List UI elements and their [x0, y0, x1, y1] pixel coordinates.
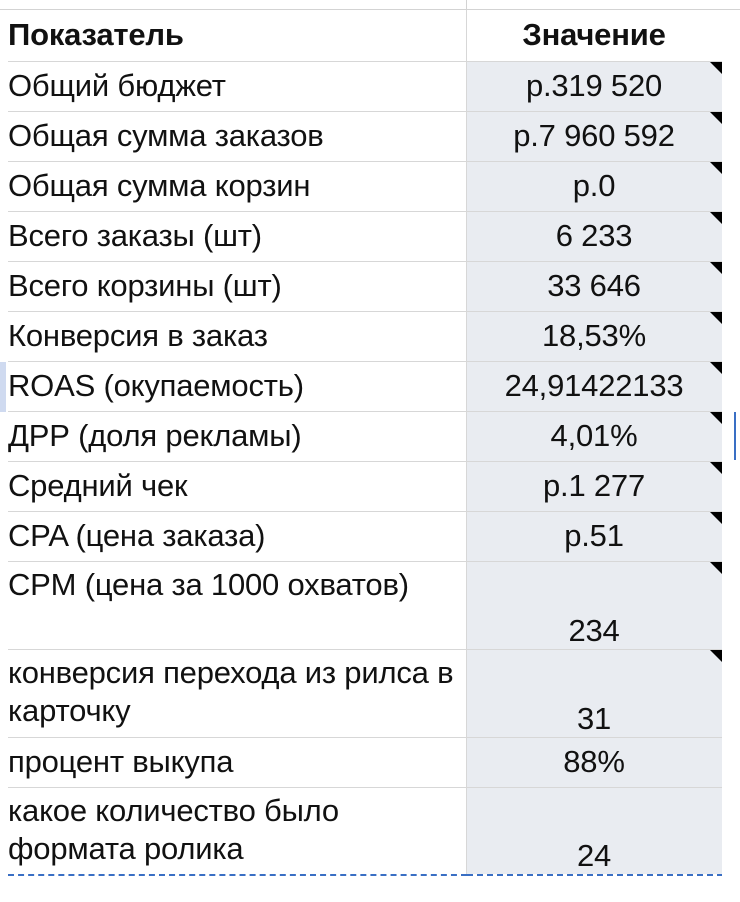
comment-indicator-icon[interactable] — [709, 411, 722, 424]
comment-indicator-icon[interactable] — [709, 649, 722, 662]
metric-value-cell[interactable]: 18,53% — [466, 311, 723, 362]
metric-value: 31 — [576, 700, 612, 736]
next-column-edge — [722, 10, 740, 902]
metric-value: 24 — [576, 838, 612, 873]
comment-indicator-icon[interactable] — [709, 511, 722, 524]
comment-indicator-icon[interactable] — [709, 161, 722, 174]
metric-value-cell[interactable]: 4,01% — [466, 411, 723, 462]
header-cell-value[interactable]: Значение — [466, 10, 723, 62]
metric-value: р.0 — [572, 168, 616, 203]
metric-value-cell[interactable]: 24 — [466, 787, 723, 876]
table-row: CPA (цена заказа) р.51 — [8, 511, 723, 562]
header-cell-label[interactable]: Показатель — [8, 10, 467, 62]
metric-value-cell[interactable]: р.319 520 — [466, 61, 723, 112]
metric-value: р.51 — [564, 518, 624, 553]
comment-indicator-icon[interactable] — [709, 311, 722, 324]
metric-label-cell[interactable]: процент выкупа — [8, 737, 467, 788]
partial-row-above-header — [0, 0, 740, 10]
table-row: Общий бюджет р.319 520 — [8, 61, 723, 112]
metric-value: 4,01% — [550, 418, 638, 453]
metric-label-cell[interactable]: CPM (цена за 1000 охватов) — [8, 561, 467, 650]
metric-value-cell[interactable]: 33 646 — [466, 261, 723, 312]
comment-indicator-icon[interactable] — [709, 561, 722, 574]
metric-value: р.319 520 — [525, 68, 663, 103]
comment-indicator-icon[interactable] — [709, 111, 722, 124]
table-row: ДРР (доля рекламы) 4,01% — [8, 411, 723, 462]
metric-value: 18,53% — [542, 318, 646, 353]
metric-label-cell[interactable]: Общий бюджет — [8, 61, 467, 112]
metric-value: р.1 277 — [542, 468, 646, 503]
metric-value: 24,91422133 — [504, 368, 684, 403]
metric-value-cell[interactable]: 31 — [466, 649, 723, 738]
metric-label-cell[interactable]: ДРР (доля рекламы) — [8, 411, 467, 462]
comment-indicator-icon[interactable] — [709, 461, 722, 474]
metric-value-cell[interactable]: р.1 277 — [466, 461, 723, 512]
metric-label-cell[interactable]: какое количество было формата ролика — [8, 787, 467, 876]
comment-indicator-icon[interactable] — [709, 211, 722, 224]
metric-label-cell[interactable]: CPA (цена заказа) — [8, 511, 467, 562]
metric-label-cell[interactable]: Конверсия в заказ — [8, 311, 467, 362]
table-row: Всего корзины (шт) 33 646 — [8, 261, 723, 312]
metric-label-cell[interactable]: конверсия перехода из рилса в карточку — [8, 649, 467, 738]
table-row: Общая сумма заказов р.7 960 592 — [8, 111, 723, 162]
selection-edge-marker — [734, 412, 736, 460]
metric-label-cell[interactable]: Общая сумма заказов — [8, 111, 467, 162]
row-selection-marker — [0, 362, 6, 412]
table-row: ROAS (окупаемость) 24,91422133 — [8, 361, 723, 412]
table-row: процент выкупа 88% — [8, 737, 723, 788]
table-row: Общая сумма корзин р.0 — [8, 161, 723, 212]
table-row: Всего заказы (шт) 6 233 — [8, 211, 723, 262]
metric-value: 88% — [563, 744, 625, 779]
table-row: какое количество было формата ролика 24 — [8, 787, 723, 876]
header-row: Показатель Значение — [8, 10, 723, 62]
comment-indicator-icon[interactable] — [709, 361, 722, 374]
metric-value: 33 646 — [547, 268, 641, 303]
metric-label-cell[interactable]: Общая сумма корзин — [8, 161, 467, 212]
table-row: CPM (цена за 1000 охватов) 234 — [8, 561, 723, 650]
comment-indicator-icon[interactable] — [709, 261, 722, 274]
table-row: Средний чек р.1 277 — [8, 461, 723, 512]
metric-value: 6 233 — [555, 218, 633, 253]
metric-value-cell[interactable]: 6 233 — [466, 211, 723, 262]
metric-value: 234 — [568, 612, 620, 648]
metric-value-cell[interactable]: р.0 — [466, 161, 723, 212]
metric-value: р.7 960 592 — [513, 118, 675, 153]
metric-value-cell[interactable]: 234 — [466, 561, 723, 650]
metric-value-cell[interactable]: р.7 960 592 — [466, 111, 723, 162]
comment-indicator-icon[interactable] — [709, 61, 722, 74]
metrics-table: Показатель Значение Общий бюджет р.319 5… — [8, 10, 723, 876]
column-divider — [466, 0, 467, 9]
metric-value-cell[interactable]: 24,91422133 — [466, 361, 723, 412]
metric-label-cell[interactable]: Всего корзины (шт) — [8, 261, 467, 312]
metric-label-cell[interactable]: ROAS (окупаемость) — [8, 361, 467, 412]
table-row: Конверсия в заказ 18,53% — [8, 311, 723, 362]
table-row: конверсия перехода из рилса в карточку 3… — [8, 649, 723, 738]
metric-label-cell[interactable]: Всего заказы (шт) — [8, 211, 467, 262]
metric-value-cell[interactable]: р.51 — [466, 511, 723, 562]
metric-label-cell[interactable]: Средний чек — [8, 461, 467, 512]
metric-value-cell[interactable]: 88% — [466, 737, 723, 788]
